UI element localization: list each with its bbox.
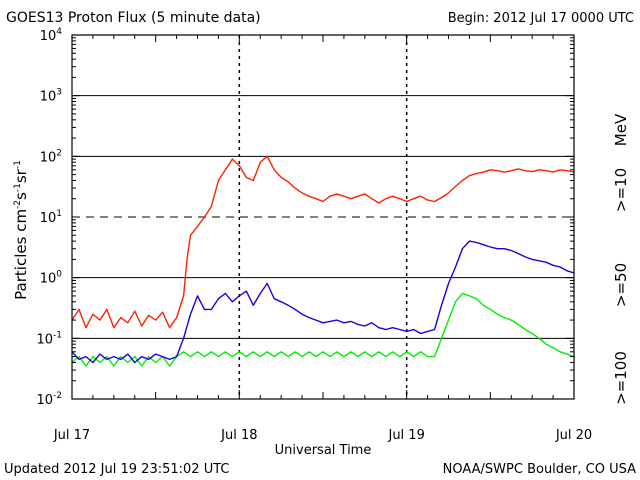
y-tick-exponent: 2 xyxy=(56,148,62,158)
legend-ge100: >=100 xyxy=(612,351,630,405)
y-tick-exponent: 3 xyxy=(56,88,62,98)
x-tick-label-1: Jul 18 xyxy=(220,428,257,443)
series-line-0 xyxy=(71,155,575,329)
y-tick-exponent: 4 xyxy=(56,27,62,37)
day-separators xyxy=(238,35,408,399)
y-axis-label-sup2: -1 xyxy=(13,183,23,192)
y-tick-exponent: 1 xyxy=(56,209,62,219)
y-tick-label-1: 10-1 xyxy=(36,330,62,347)
updated-label: Updated 2012 Jul 19 23:51:02 UTC xyxy=(4,462,229,477)
y-tick-base: 10 xyxy=(40,90,57,105)
y-axis-label-mid1: s xyxy=(12,192,30,200)
credit-label: NOAA/SWPC Boulder, CO USA xyxy=(443,462,636,477)
y-axis-label-sup3: -1 xyxy=(13,160,23,169)
y-tick-exponent: 0 xyxy=(56,270,62,280)
y-tick-base: 10 xyxy=(40,211,57,226)
series-line-2 xyxy=(71,292,575,367)
begin-label: Begin: 2012 Jul 17 0000 UTC xyxy=(448,11,634,26)
y-tick-label-5: 103 xyxy=(40,88,62,105)
y-tick-base: 10 xyxy=(40,150,57,165)
y-axis-label-sup1: -2 xyxy=(13,200,23,209)
y-tick-exponent: -2 xyxy=(53,391,62,401)
legend-ge10: >=10 xyxy=(612,168,630,212)
y-tick-base: 10 xyxy=(40,29,57,44)
x-tick-label-0: Jul 17 xyxy=(53,428,90,443)
x-axis-label: Universal Time xyxy=(275,443,372,458)
y-tick-label-3: 101 xyxy=(40,209,62,226)
chart-title: GOES13 Proton Flux (5 minute data) xyxy=(6,10,261,26)
x-tick-label-2: Jul 19 xyxy=(387,428,424,443)
series-layer xyxy=(71,155,575,367)
gridlines xyxy=(72,95,574,339)
y-tick-label-2: 100 xyxy=(40,270,63,287)
legend-ge50: >=50 xyxy=(612,263,630,307)
y-tick-exponent: -1 xyxy=(53,330,62,340)
y-tick-label-6: 104 xyxy=(40,27,63,44)
y-axis-label-base: Particles cm xyxy=(12,209,30,300)
unit-label: MeV xyxy=(612,113,630,146)
series-line-1 xyxy=(71,240,575,364)
y-tick-label-4: 102 xyxy=(40,148,62,165)
y-axis-label: Particles cm-2s-1sr-1 xyxy=(12,160,30,300)
y-tick-base: 10 xyxy=(36,393,53,408)
x-tick-labels: Jul 17 Jul 18 Jul 19 Jul 20 xyxy=(53,428,592,443)
y-tick-base: 10 xyxy=(40,272,57,287)
x-tick-label-3: Jul 20 xyxy=(555,428,592,443)
y-tick-label-0: 10-2 xyxy=(36,391,62,408)
y-axis-label-mid2: sr xyxy=(12,168,30,183)
y-tick-base: 10 xyxy=(36,332,53,347)
plot-frame xyxy=(71,34,575,400)
